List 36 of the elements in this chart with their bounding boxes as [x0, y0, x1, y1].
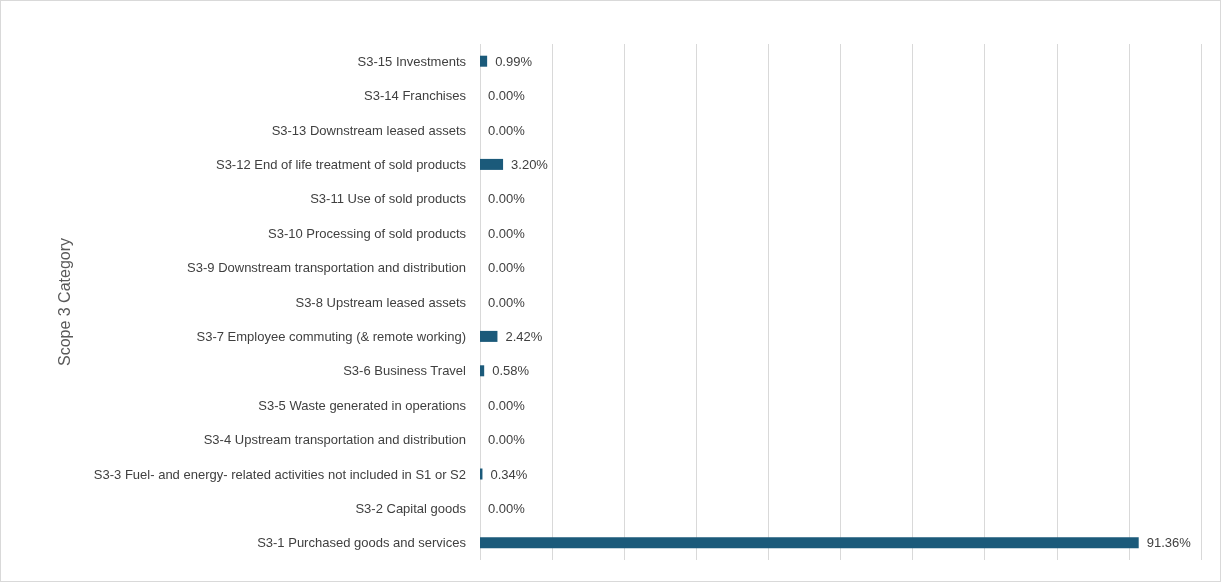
data-label: 0.00%: [488, 88, 526, 104]
y-tick-label: S3-15 Investments: [357, 53, 467, 69]
y-tick-label: S3-9 Downstream transportation and distribution: [187, 260, 466, 276]
y-tick-label: S3-8 Upstream leased assets: [295, 294, 467, 310]
y-tick-label: S3-3 Fuel- and energy- related activities not included in S1 or S2: [93, 466, 466, 482]
data-label: 3.20%: [511, 156, 549, 172]
bar: [480, 55, 488, 67]
data-label: 0.00%: [488, 122, 526, 138]
y-tick-label: S3-7 Employee commuting (& remote working): [196, 328, 466, 344]
data-label: 0.00%: [488, 191, 526, 207]
data-label: 0.00%: [488, 260, 526, 276]
data-label: 0.00%: [488, 294, 526, 310]
y-tick-label: S3-10 Processing of sold products: [268, 225, 467, 241]
y-tick-label: S3-13 Downstream leased assets: [271, 122, 467, 138]
y-tick-label: S3-11 Use of sold products: [310, 191, 467, 207]
y-tick-label: S3-4 Upstream transportation and distribution: [203, 432, 466, 448]
y-tick-label: S3-5 Waste generated in operations: [258, 397, 467, 413]
y-tick-label: S3-2 Capital goods: [355, 500, 467, 516]
data-label: 0.00%: [488, 225, 526, 241]
data-label: 0.00%: [488, 500, 526, 516]
y-axis-title: Scope 3 Category: [55, 237, 73, 367]
y-tick-label: S3-6 Business Travel: [343, 363, 467, 379]
y-tick-label: S3-1 Purchased goods and services: [257, 535, 467, 551]
bar: [480, 158, 504, 170]
y-tick-label: S3-14 Franchises: [364, 88, 467, 104]
data-label: 0.00%: [488, 397, 526, 413]
bar: [480, 330, 498, 342]
data-label: 0.99%: [495, 53, 533, 69]
bar: [480, 537, 1139, 549]
data-label: 91.36%: [1146, 535, 1192, 551]
data-label: 0.58%: [492, 363, 530, 379]
bar: [480, 365, 485, 377]
data-label: 2.42%: [505, 328, 543, 344]
data-label: 0.34%: [490, 466, 528, 482]
data-label: 0.00%: [488, 432, 526, 448]
y-tick-label: S3-12 End of life treatment of sold products: [215, 156, 467, 172]
